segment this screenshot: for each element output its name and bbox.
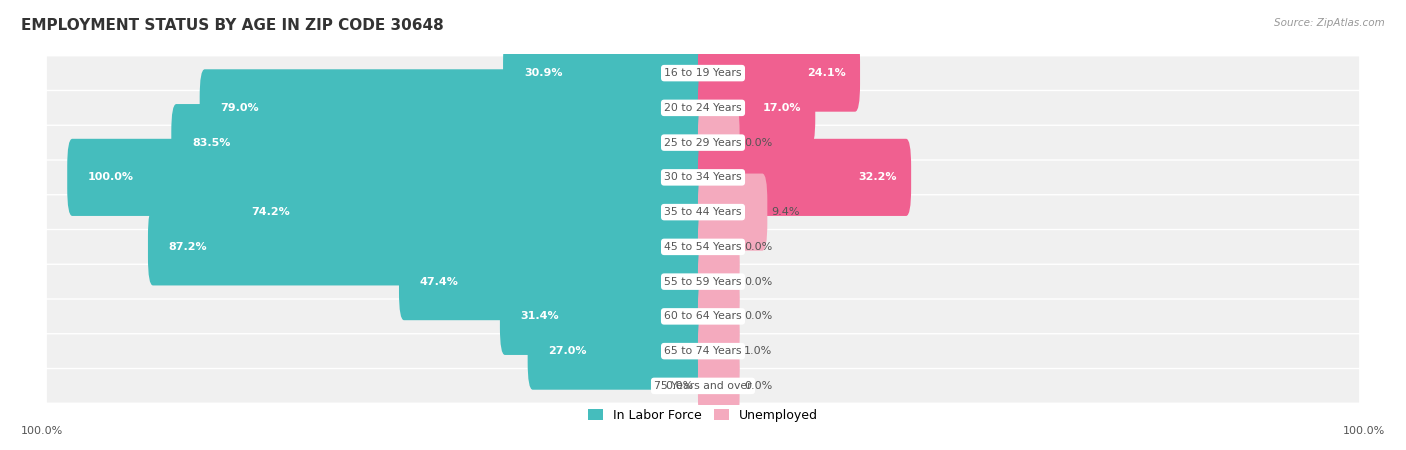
- FancyBboxPatch shape: [527, 313, 709, 390]
- Text: 31.4%: 31.4%: [520, 311, 560, 321]
- FancyBboxPatch shape: [46, 91, 1360, 125]
- FancyBboxPatch shape: [697, 313, 740, 390]
- Text: 30.9%: 30.9%: [524, 68, 562, 78]
- FancyBboxPatch shape: [399, 243, 709, 320]
- FancyBboxPatch shape: [46, 161, 1360, 194]
- Text: 0.0%: 0.0%: [665, 381, 693, 391]
- Text: 74.2%: 74.2%: [250, 207, 290, 217]
- FancyBboxPatch shape: [46, 300, 1360, 333]
- Text: 35 to 44 Years: 35 to 44 Years: [664, 207, 742, 217]
- Text: 100.0%: 100.0%: [21, 427, 63, 436]
- FancyBboxPatch shape: [46, 126, 1360, 159]
- Text: 83.5%: 83.5%: [193, 138, 231, 148]
- Text: 17.0%: 17.0%: [762, 103, 801, 113]
- Text: 25 to 29 Years: 25 to 29 Years: [664, 138, 742, 148]
- Text: 0.0%: 0.0%: [744, 277, 772, 287]
- Text: 30 to 34 Years: 30 to 34 Years: [664, 172, 742, 182]
- Text: 0.0%: 0.0%: [744, 311, 772, 321]
- Legend: In Labor Force, Unemployed: In Labor Force, Unemployed: [583, 404, 823, 427]
- FancyBboxPatch shape: [46, 369, 1360, 403]
- Text: 0.0%: 0.0%: [744, 381, 772, 391]
- FancyBboxPatch shape: [231, 174, 709, 251]
- Text: 87.2%: 87.2%: [169, 242, 208, 252]
- FancyBboxPatch shape: [46, 265, 1360, 298]
- Text: 20 to 24 Years: 20 to 24 Years: [664, 103, 742, 113]
- FancyBboxPatch shape: [200, 69, 709, 146]
- FancyBboxPatch shape: [67, 139, 709, 216]
- Text: 60 to 64 Years: 60 to 64 Years: [664, 311, 742, 321]
- FancyBboxPatch shape: [501, 278, 709, 355]
- Text: 24.1%: 24.1%: [807, 68, 845, 78]
- Text: 16 to 19 Years: 16 to 19 Years: [664, 68, 742, 78]
- Text: 100.0%: 100.0%: [89, 172, 134, 182]
- Text: 1.0%: 1.0%: [744, 346, 772, 356]
- FancyBboxPatch shape: [697, 174, 768, 251]
- FancyBboxPatch shape: [697, 243, 740, 320]
- Text: 47.4%: 47.4%: [420, 277, 458, 287]
- FancyBboxPatch shape: [503, 35, 709, 112]
- FancyBboxPatch shape: [46, 56, 1360, 90]
- Text: 65 to 74 Years: 65 to 74 Years: [664, 346, 742, 356]
- FancyBboxPatch shape: [697, 139, 911, 216]
- FancyBboxPatch shape: [46, 195, 1360, 229]
- Text: 32.2%: 32.2%: [858, 172, 897, 182]
- Text: 45 to 54 Years: 45 to 54 Years: [664, 242, 742, 252]
- Text: 75 Years and over: 75 Years and over: [654, 381, 752, 391]
- Text: 100.0%: 100.0%: [1343, 427, 1385, 436]
- Text: 27.0%: 27.0%: [548, 346, 586, 356]
- FancyBboxPatch shape: [172, 104, 709, 181]
- FancyBboxPatch shape: [697, 208, 740, 285]
- FancyBboxPatch shape: [697, 278, 740, 355]
- Text: 0.0%: 0.0%: [744, 242, 772, 252]
- FancyBboxPatch shape: [697, 35, 860, 112]
- Text: 0.0%: 0.0%: [744, 138, 772, 148]
- FancyBboxPatch shape: [46, 334, 1360, 368]
- Text: EMPLOYMENT STATUS BY AGE IN ZIP CODE 30648: EMPLOYMENT STATUS BY AGE IN ZIP CODE 306…: [21, 18, 444, 33]
- Text: 9.4%: 9.4%: [772, 207, 800, 217]
- Text: 79.0%: 79.0%: [221, 103, 259, 113]
- FancyBboxPatch shape: [46, 230, 1360, 264]
- Text: Source: ZipAtlas.com: Source: ZipAtlas.com: [1274, 18, 1385, 28]
- FancyBboxPatch shape: [697, 104, 740, 181]
- Text: 55 to 59 Years: 55 to 59 Years: [664, 277, 742, 287]
- FancyBboxPatch shape: [697, 347, 740, 424]
- FancyBboxPatch shape: [148, 208, 709, 285]
- FancyBboxPatch shape: [697, 69, 815, 146]
